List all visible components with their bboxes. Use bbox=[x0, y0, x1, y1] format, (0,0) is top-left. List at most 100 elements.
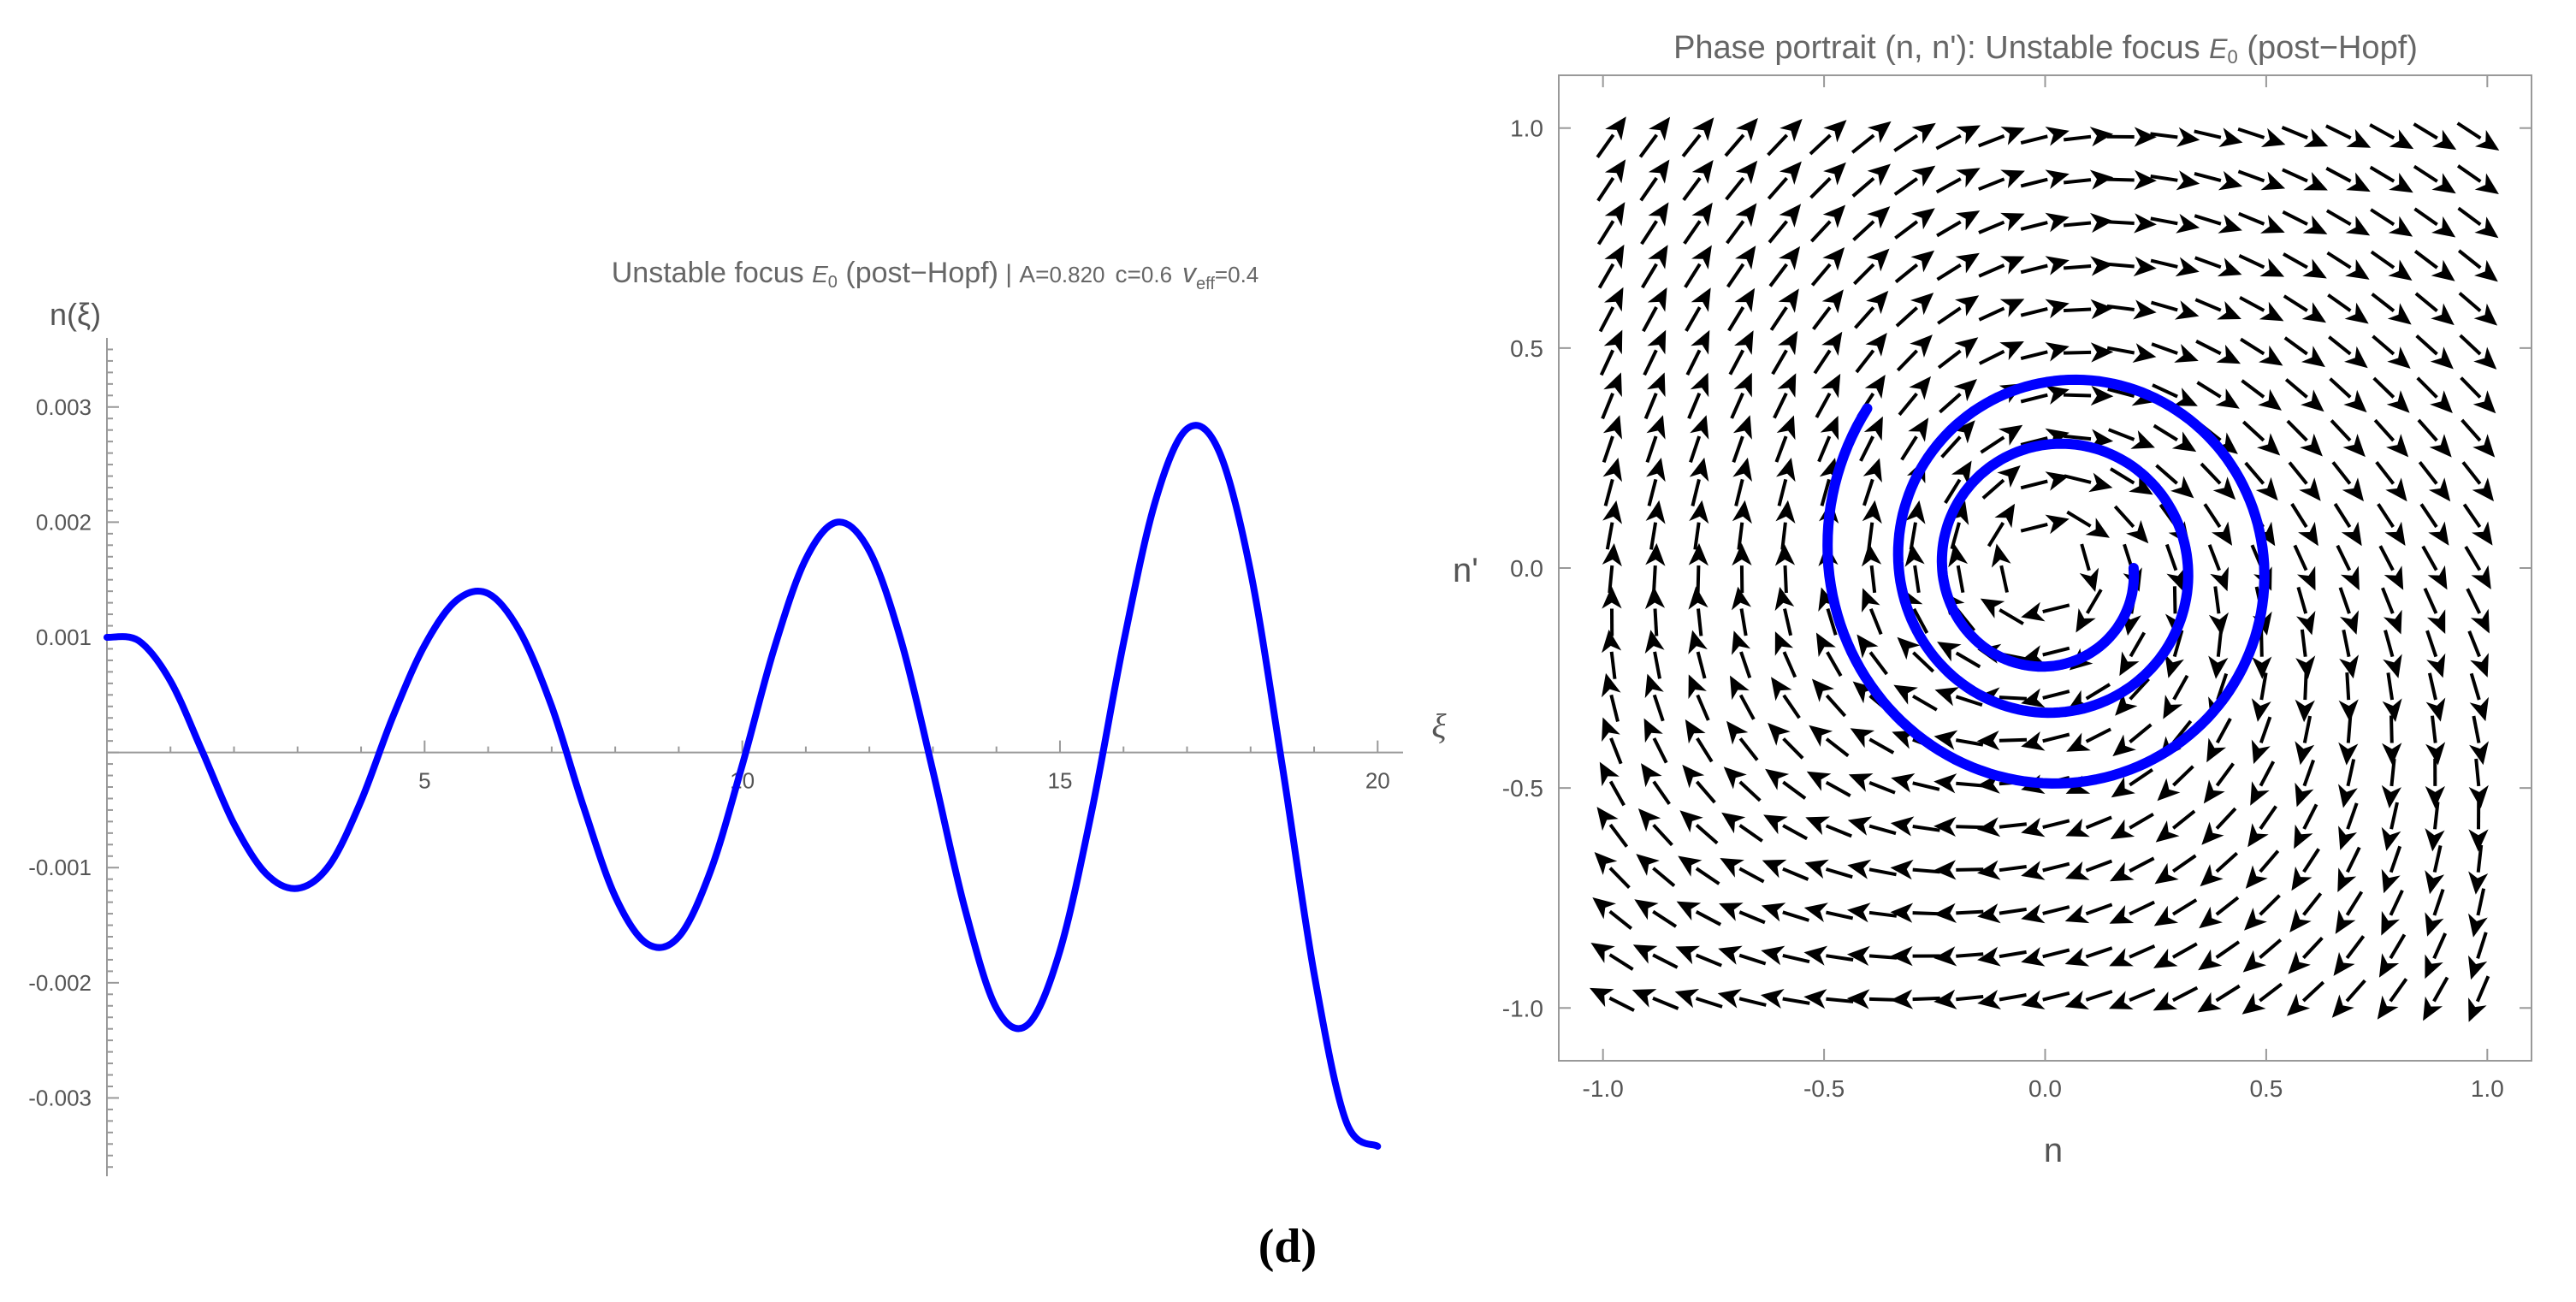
field-arrow bbox=[1720, 858, 1765, 884]
field-arrow-head bbox=[1891, 773, 1916, 793]
field-arrow-shaft bbox=[2216, 672, 2229, 701]
field-arrow-head bbox=[2426, 653, 2446, 678]
field-arrow bbox=[1847, 816, 1897, 836]
field-arrow-shaft bbox=[2281, 126, 2308, 139]
field-arrow-shaft bbox=[1609, 651, 1617, 679]
field-arrow bbox=[1890, 989, 1940, 1009]
field-arrow-shaft bbox=[1896, 349, 1919, 372]
field-arrow bbox=[1730, 675, 1756, 720]
field-arrow bbox=[2195, 340, 2241, 364]
field-arrow-shaft bbox=[1642, 306, 1658, 333]
field-arrow-head bbox=[2428, 521, 2449, 546]
field-arrow-shaft bbox=[2194, 256, 2222, 269]
field-arrow bbox=[2153, 898, 2198, 926]
field-arrow bbox=[1898, 376, 1931, 417]
field-arrow bbox=[2021, 990, 2070, 1009]
field-arrow-shaft bbox=[2345, 891, 2364, 916]
field-arrow-head bbox=[2134, 169, 2157, 191]
field-arrow-head bbox=[1862, 588, 1880, 613]
field-arrow-head bbox=[2153, 991, 2178, 1011]
field-arrow-head bbox=[2064, 947, 2090, 967]
field-arrow bbox=[2425, 888, 2445, 937]
field-arrow bbox=[1642, 287, 1667, 333]
field-arrow bbox=[2425, 758, 2445, 809]
field-arrow-shaft bbox=[2064, 307, 2092, 313]
field-arrow-head bbox=[1691, 245, 1712, 269]
field-arrow bbox=[1726, 720, 1759, 761]
field-arrow bbox=[2325, 124, 2372, 148]
field-arrow-head bbox=[1730, 675, 1750, 701]
field-arrow bbox=[2425, 672, 2446, 722]
field-arrow-shaft bbox=[2283, 294, 2308, 312]
field-arrow-shaft bbox=[2151, 342, 2178, 355]
field-arrow bbox=[1809, 725, 1850, 758]
field-arrow-head bbox=[2383, 609, 2402, 635]
field-arrow bbox=[2241, 420, 2281, 456]
field-arrow-head bbox=[2200, 864, 2224, 887]
field-arrow bbox=[1643, 329, 1667, 376]
field-arrow-head bbox=[1977, 860, 2001, 880]
field-arrow-head bbox=[1631, 989, 1657, 1008]
field-arrow bbox=[1980, 598, 2024, 625]
field-arrow-shaft bbox=[1956, 909, 1984, 915]
field-arrow bbox=[1688, 542, 1708, 594]
field-arrow-shaft bbox=[2389, 889, 2404, 916]
field-arrow bbox=[1602, 415, 1622, 464]
field-arrow-shaft bbox=[2286, 419, 2308, 442]
field-arrow-head bbox=[2377, 995, 2399, 1020]
field-arrow bbox=[2106, 213, 2157, 234]
field-arrow bbox=[1890, 946, 1940, 967]
field-arrow-head bbox=[2346, 172, 2371, 192]
field-arrow-shaft bbox=[2085, 683, 2111, 701]
field-arrow bbox=[1991, 543, 2011, 593]
field-arrow-head bbox=[1649, 116, 1671, 141]
field-arrow-shaft bbox=[2432, 932, 2448, 960]
field-arrow-head bbox=[1603, 372, 1622, 398]
field-arrow bbox=[1602, 586, 1622, 636]
field-arrow-shaft bbox=[2213, 586, 2221, 614]
field-arrow bbox=[2283, 252, 2327, 279]
field-arrow bbox=[1689, 415, 1709, 464]
field-arrow-head bbox=[2431, 129, 2457, 151]
field-arrow-head bbox=[1951, 460, 1972, 485]
field-arrow bbox=[1640, 202, 1669, 246]
field-arrow-shaft bbox=[1689, 435, 1702, 464]
field-arrow bbox=[2425, 844, 2445, 895]
field-arrow-shaft bbox=[1683, 220, 1702, 245]
field-arrow bbox=[1638, 116, 1671, 158]
field-arrow bbox=[1599, 761, 1626, 807]
field-arrow-head bbox=[1856, 634, 1879, 659]
field-arrow bbox=[1803, 945, 1854, 966]
field-arrow-head bbox=[1674, 989, 1700, 1009]
field-arrow-head bbox=[1691, 202, 1713, 227]
field-arrow-head bbox=[1602, 458, 1622, 482]
field-arrow-head bbox=[1846, 989, 1870, 1009]
field-arrow bbox=[2370, 208, 2413, 237]
field-arrow-shaft bbox=[2129, 900, 2155, 916]
field-arrow-shaft bbox=[2384, 630, 2395, 658]
field-arrow-shaft bbox=[2215, 762, 2235, 787]
field-arrow-head bbox=[2021, 990, 2046, 1009]
field-arrow bbox=[2287, 980, 2325, 1016]
field-arrow-head bbox=[1948, 543, 1969, 568]
field-arrow bbox=[1681, 117, 1714, 158]
field-arrow-shaft bbox=[2378, 545, 2395, 571]
field-arrow-head bbox=[2090, 256, 2114, 276]
field-arrow-head bbox=[1636, 854, 1660, 876]
field-arrow-shaft bbox=[2107, 387, 2135, 399]
field-arrow-head bbox=[2134, 213, 2157, 234]
field-arrow bbox=[1897, 636, 1935, 673]
field-arrow-head bbox=[1866, 290, 1889, 315]
field-arrow-shaft bbox=[1602, 435, 1614, 464]
field-arrow-shaft bbox=[1695, 780, 1716, 804]
field-arrow bbox=[1732, 457, 1752, 506]
field-arrow-head bbox=[1646, 415, 1666, 440]
field-arrow-head bbox=[2045, 256, 2070, 275]
field-arrow bbox=[1636, 854, 1676, 888]
field-arrow-head bbox=[2300, 433, 2323, 457]
field-arrow-head bbox=[2217, 301, 2241, 320]
field-arrow-shaft bbox=[1695, 997, 1723, 1009]
field-arrow-head bbox=[1864, 375, 1886, 399]
field-arrow-head bbox=[2259, 301, 2284, 322]
field-arrow bbox=[2150, 170, 2200, 191]
